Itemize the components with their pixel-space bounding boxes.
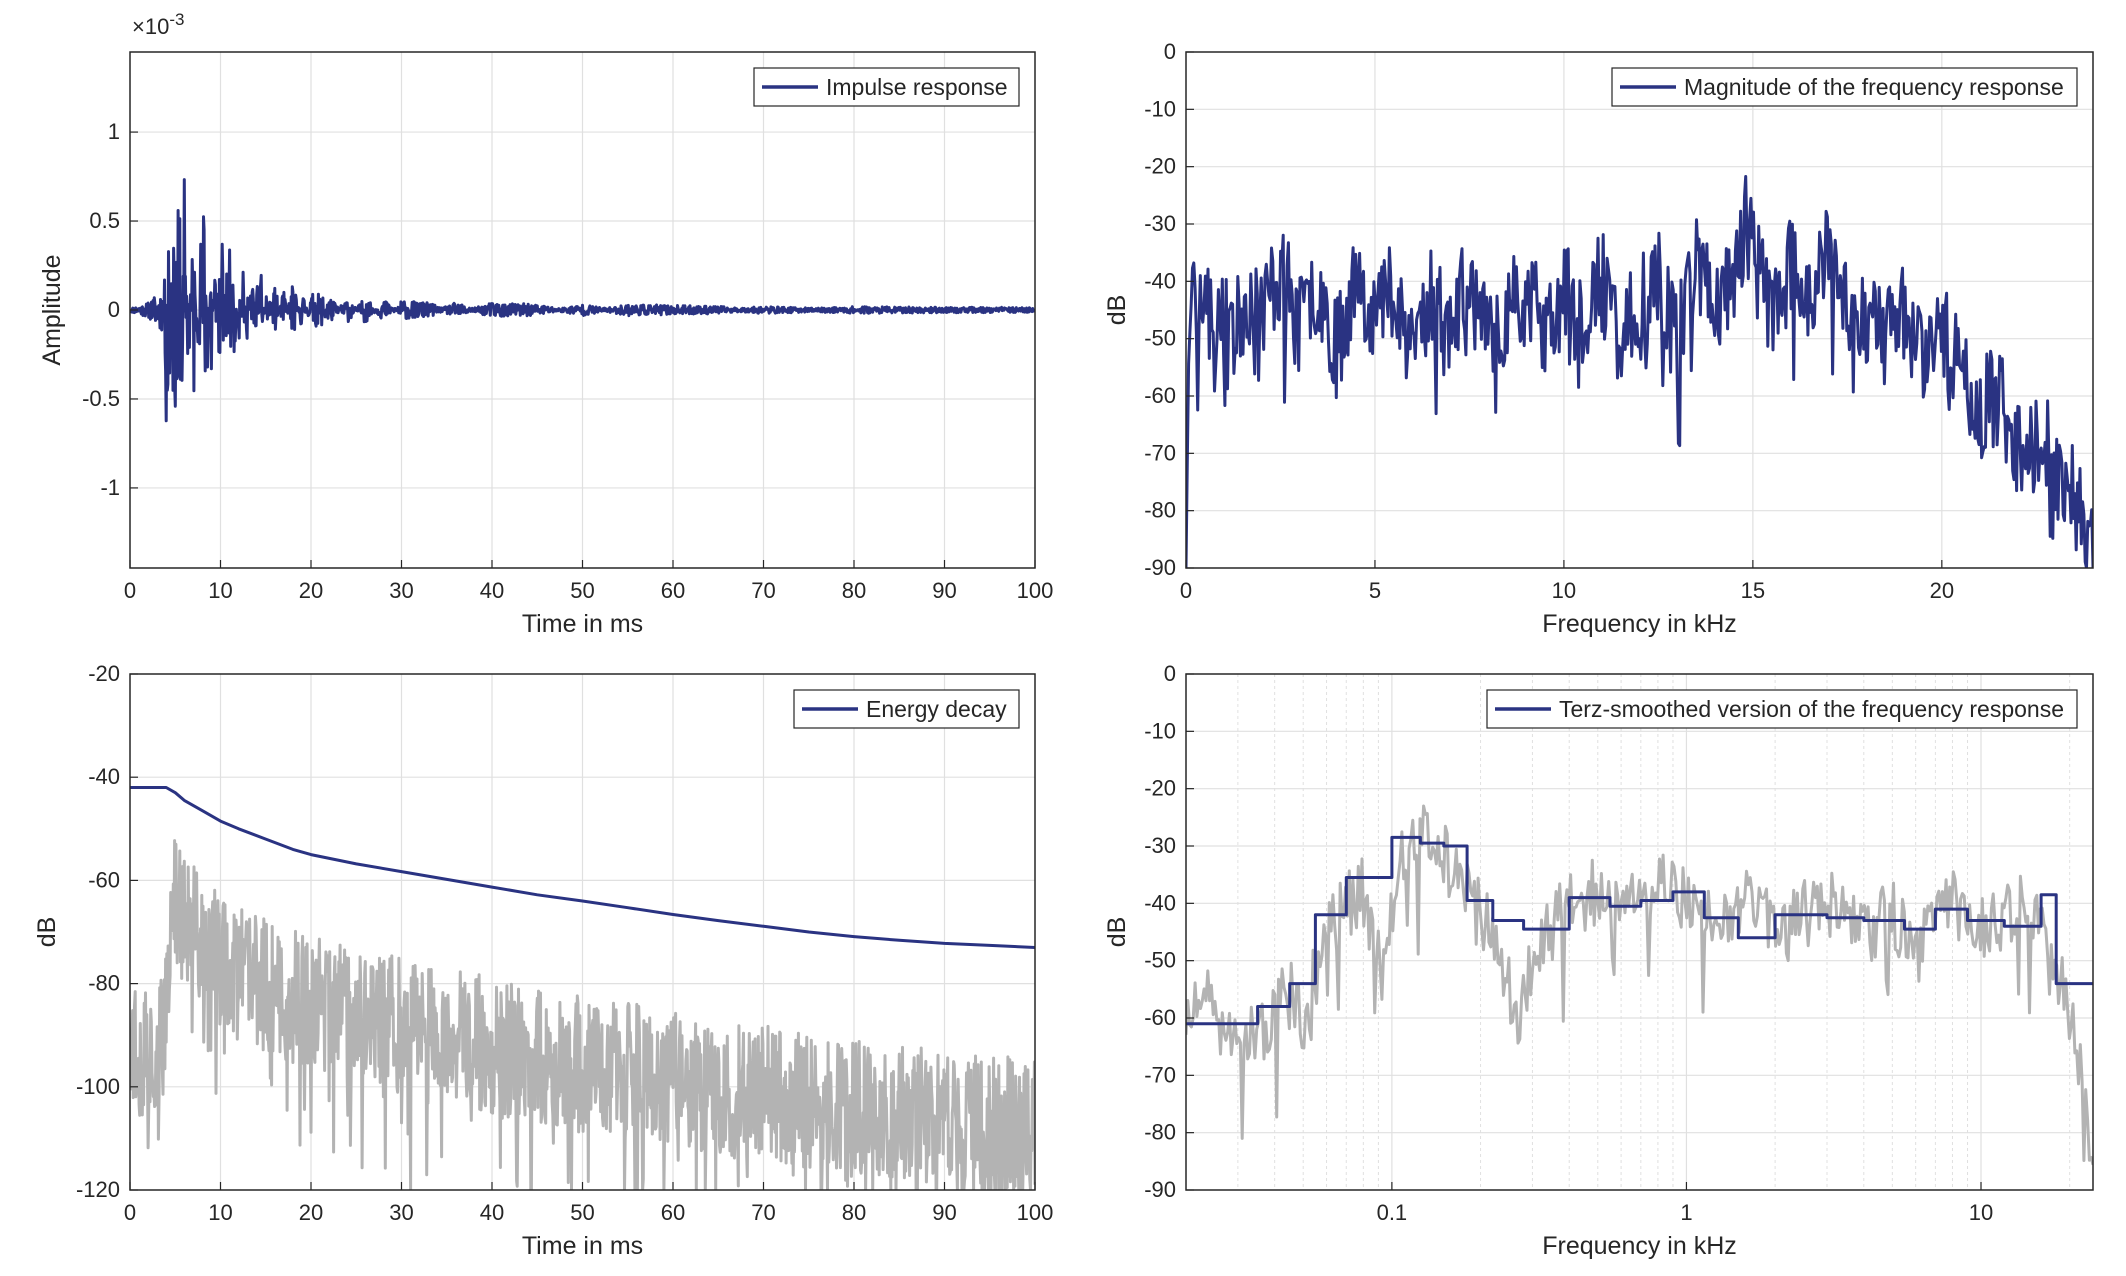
x-tick-label: 100 [1017,1200,1054,1225]
axes-box [1185,51,2094,569]
legend-box [1611,67,2078,107]
energy-decay-panel: 0 10 20 30 40 50 60 70 80 90 100 -120 -100 -80 -60 -40 -… [33,661,1053,1260]
terz-smoothed-panel: 0.1 1 10 -90 -80 -70 -60 -50 -40 -30 -20 -10 0 Freque… [1103,661,2094,1260]
y-tick-label: -60 [1144,1005,1176,1030]
y-tick-label: -40 [88,764,120,789]
y-axis-label: dB [1103,917,1131,948]
legend: Impulse response [753,67,1020,107]
x-tick-label: 20 [299,578,323,603]
legend-entry: Magnitude of the frequency response [1684,74,2064,100]
series-line-terz [1186,835,2093,1026]
x-tick-label: 30 [389,578,413,603]
y-tick-label: 0 [1164,661,1176,686]
x-tick-label: 10 [1552,578,1576,603]
legend-entry: Impulse response [826,74,1008,100]
x-tick-label: 20 [1930,578,1954,603]
y-tick-label: -60 [1144,383,1176,408]
x-tick-label: 60 [661,1200,685,1225]
x-tick-label: 50 [570,578,594,603]
x-tick-label: 80 [842,578,866,603]
x-tick-label: 15 [1741,578,1765,603]
y-tick-label: -20 [88,661,120,686]
x-axis-label: Frequency in kHz [1542,1232,1737,1260]
legend-box [1486,689,2078,729]
x-tick-label: 0 [124,1200,136,1225]
series-line-magnitude [1186,175,2093,568]
x-tick-label: 30 [389,1200,413,1225]
y-tick-label: -70 [1144,440,1176,465]
y-tick-label: 1 [108,119,120,144]
x-tick-label: 0 [1180,578,1192,603]
x-tick-label: 50 [570,1200,594,1225]
legend-entry: Terz-smoothed version of the frequency r… [1559,696,2064,722]
x-tick-label: 90 [932,1200,956,1225]
x-tick-label: 0 [124,578,136,603]
x-tick-label: 90 [932,578,956,603]
y-tick-label: -40 [1144,890,1176,915]
y-tick-label: -80 [1144,498,1176,523]
y-tick-label: -40 [1144,268,1176,293]
x-tick-label: 70 [751,1200,775,1225]
y-tick-label: -20 [1144,776,1176,801]
y-tick-label: -90 [1144,555,1176,580]
y-tick-label: -90 [1144,1177,1176,1202]
impulse-response-panel: 0 10 20 30 40 50 60 70 80 90 100-1-0.500.51×10-3Ti… [38,10,1053,638]
y-tick-label: -30 [1144,211,1176,236]
y-axis-label: Amplitude [38,254,66,365]
x-tick-label: 5 [1369,578,1381,603]
y-tick-label: -100 [76,1074,120,1099]
y-exponent-power: -3 [169,10,184,29]
series-line-energy [130,786,1035,949]
y-tick-label: -10 [1144,96,1176,121]
legend-entry: Energy decay [866,696,1007,722]
x-tick-label: 40 [480,1200,504,1225]
series-line-impulse [130,178,1035,423]
x-tick-label: 70 [751,578,775,603]
axes-box [1185,673,2094,1191]
y-tick-label: 0 [108,297,120,322]
y-tick-label: -80 [1144,1120,1176,1145]
y-tick-label: -1 [100,475,120,500]
y-tick-label: -80 [88,971,120,996]
series-line-energy-raw [130,839,1035,1190]
y-tick-label: -50 [1144,948,1176,973]
x-tick-label: 1 [1680,1200,1692,1225]
y-tick-label: 0.5 [89,208,120,233]
y-tick-label: -50 [1144,326,1176,351]
y-tick-label: -30 [1144,833,1176,858]
y-tick-label: -0.5 [82,386,120,411]
x-tick-label: 10 [1969,1200,1993,1225]
y-tick-label: 0 [1164,39,1176,64]
magnitude-response-panel: 0 5 10 15 20 -90 -80 -70 -60 -50 -40 -30 -20 -10 0 Freq… [1103,39,2094,638]
x-tick-label: 80 [842,1200,866,1225]
y-tick-label: -20 [1144,154,1176,179]
x-axis-label: Time in ms [522,610,643,638]
legend: Terz-smoothed version of the frequency r… [1486,689,2078,729]
y-axis-label: dB [33,917,61,948]
x-tick-label: 100 [1017,578,1054,603]
x-axis-label: Time in ms [522,1232,643,1260]
y-axis-label: dB [1103,295,1131,326]
x-tick-label: 0.1 [1377,1200,1408,1225]
x-tick-label: 60 [661,578,685,603]
y-tick-label: -120 [76,1177,120,1202]
x-tick-label: 20 [299,1200,323,1225]
x-tick-label: 10 [208,1200,232,1225]
plot-area [1186,674,2093,1190]
x-tick-label: 40 [480,578,504,603]
y-tick-label: -70 [1144,1062,1176,1087]
legend: Energy decay [793,689,1020,729]
y-tick-label: -60 [88,867,120,892]
x-axis-label: Frequency in kHz [1542,610,1737,638]
y-tick-label: -10 [1144,718,1176,743]
legend: Magnitude of the frequency response [1611,67,2078,107]
series-line-terz-raw [1186,804,2093,1166]
x-tick-label: 10 [208,578,232,603]
